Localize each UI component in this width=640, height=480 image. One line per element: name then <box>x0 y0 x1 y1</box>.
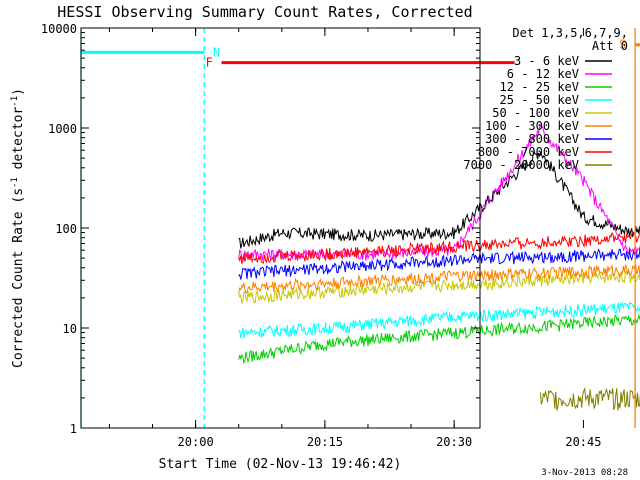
annotation-S: S <box>619 38 626 52</box>
x-tick-label: 20:00 <box>178 435 214 449</box>
series-line <box>238 123 640 262</box>
footer-date: 3-Nov-2013 08:28 <box>541 468 628 478</box>
y-tick-label: 1000 <box>48 122 77 136</box>
legend-label: 12 - 25 keV <box>500 80 579 94</box>
legend-header-line-1: Det 1,3,5,6,7,9, <box>512 26 628 40</box>
series-line <box>238 313 640 365</box>
legend-label: 50 - 100 keV <box>492 106 579 120</box>
legend-label: 25 - 50 keV <box>500 93 579 107</box>
legend-label: 7000 - 20000 keV <box>463 158 579 172</box>
series-3to6keV-keV <box>238 150 640 249</box>
x-tick-label: 20:15 <box>307 435 343 449</box>
y-axis-title-main: Corrected Count Rate (s <box>11 188 26 368</box>
series-layer: NF S <box>80 28 640 428</box>
series-12to25keV-keV <box>238 313 640 365</box>
series-line <box>238 248 640 280</box>
legend-label: 3 - 6 keV <box>514 54 579 68</box>
series-6to12keV-keV <box>238 123 640 262</box>
series-7000to20000keV-keV <box>539 386 640 411</box>
x-axis-title: Start Time (02-Nov-13 19:46:42) <box>159 457 402 472</box>
series-line <box>539 386 640 411</box>
axes-layer: 20:0020:1520:3020:4521:0021:151101001000… <box>41 22 602 449</box>
series-line <box>238 301 640 339</box>
series-800to7000keV-keV <box>238 231 640 264</box>
legend-header-line-2: Att 0 <box>592 39 628 53</box>
y-tick-label: 10000 <box>41 22 77 36</box>
series-100to300keV-keV <box>238 263 640 294</box>
y-axis-title-sup1: -1 <box>10 177 20 188</box>
legend-label: 100 - 300 keV <box>485 119 579 133</box>
series-line <box>238 263 640 294</box>
annotation-N: N <box>213 45 220 59</box>
chart-title: HESSI Observing Summary Count Rates, Cor… <box>57 3 472 21</box>
y-tick-label: 100 <box>55 222 77 236</box>
y-axis-title-sup2: -1 <box>10 96 20 107</box>
x-tick-label: 20:30 <box>436 435 472 449</box>
legend-label: 800 - 7000 keV <box>478 145 579 159</box>
legend-label: 6 - 12 keV <box>507 67 579 81</box>
series-300to800keV-keV <box>238 248 640 280</box>
annotation-F: F <box>206 56 213 70</box>
y-tick-label: 1 <box>70 422 77 436</box>
series-line <box>238 150 640 249</box>
y-axis-title: Corrected Count Rate (s-1 detector-1) <box>10 88 26 368</box>
series-25to50keV-keV <box>238 301 640 339</box>
y-axis-title-end: ) <box>11 88 26 96</box>
x-tick-label: 20:45 <box>565 435 601 449</box>
legend-label: 300 - 800 keV <box>485 132 579 146</box>
y-tick-label: 10 <box>63 322 77 336</box>
y-axis-title-mid: detector <box>11 107 26 178</box>
series-line <box>238 231 640 264</box>
